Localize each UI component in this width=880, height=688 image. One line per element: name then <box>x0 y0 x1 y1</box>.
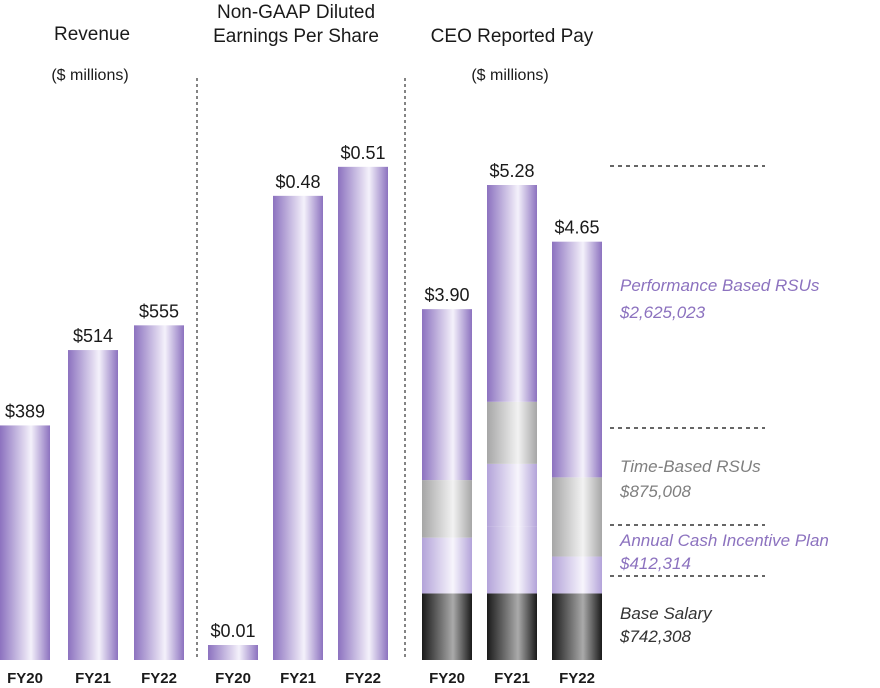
legend-base-salary-amount: $742,308 <box>619 627 691 646</box>
ceo-pay-segment-fy22-annual-cash-incentive-plan <box>552 556 602 594</box>
eps-x-label-1: FY21 <box>280 670 316 687</box>
legend-perf-rsu-amount: $2,625,023 <box>619 303 706 322</box>
revenue-bar-fy21 <box>68 350 118 660</box>
ceo-pay-segment-fy22-base-salary <box>552 593 602 660</box>
ceo-pay-segment-fy21-performance-based-rsus <box>487 185 537 402</box>
eps-bar-fy21 <box>273 195 323 660</box>
ceo-pay-segment-fy22-time-based-rsus <box>552 477 602 557</box>
ceo-pay-segment-fy21-gap-segment <box>487 463 537 527</box>
ceo-pay-x-label-0: FY20 <box>429 670 465 687</box>
eps-value-label-2: $0.51 <box>340 143 385 163</box>
revenue-value-label-2: $555 <box>139 301 179 321</box>
ceo-pay-segment-fy20-time-based-rsus <box>422 480 472 538</box>
revenue-subtitle: ($ millions) <box>51 67 128 84</box>
legend-cash-amount: $412,314 <box>619 554 691 573</box>
revenue-x-label-0: FY20 <box>7 670 43 687</box>
legend-time-rsu-name: Time-Based RSUs <box>620 457 761 476</box>
ceo-pay-value-label-0: $3.90 <box>424 285 469 305</box>
legend-time-rsu-amount: $875,008 <box>619 482 691 501</box>
eps-x-label-2: FY22 <box>345 670 381 687</box>
legend-cash-name: Annual Cash Incentive Plan <box>619 531 829 550</box>
revenue-bar-fy22 <box>134 325 184 660</box>
ceo-pay-x-label-1: FY21 <box>494 670 530 687</box>
bars-layer: $389 FY20 $514 FY21 $555 FY22 $0.01 FY20 $0.48 FY… <box>0 143 602 687</box>
ceo-pay-subtitle: ($ millions) <box>471 67 548 84</box>
revenue-value-label-0: $389 <box>5 401 45 421</box>
ceo-pay-segment-fy22-performance-based-rsus <box>552 241 602 478</box>
eps-title-line1: Non-GAAP Diluted <box>217 2 375 23</box>
ceo-pay-segment-fy21-annual-cash-incentive-plan <box>487 526 537 594</box>
legend-base-salary-name: Base Salary <box>620 604 713 623</box>
eps-bar-fy20 <box>208 645 258 660</box>
ceo-pay-x-label-2: FY22 <box>559 670 595 687</box>
eps-x-label-0: FY20 <box>215 670 251 687</box>
ceo-pay-segment-fy20-performance-based-rsus <box>422 309 472 481</box>
revenue-bar-fy20 <box>0 425 50 660</box>
ceo-pay-segment-fy20-base-salary <box>422 593 472 660</box>
eps-bar-fy22 <box>338 166 388 660</box>
ceo-pay-segment-fy20-annual-cash-incentive-plan <box>422 537 472 594</box>
revenue-value-label-1: $514 <box>73 326 113 346</box>
revenue-x-label-2: FY22 <box>141 670 177 687</box>
ceo-pay-value-label-1: $5.28 <box>489 161 534 181</box>
eps-value-label-1: $0.48 <box>275 172 320 192</box>
revenue-x-label-1: FY21 <box>75 670 111 687</box>
revenue-title: Revenue <box>54 24 130 45</box>
eps-value-label-0: $0.01 <box>210 621 255 641</box>
ceo-pay-segment-fy21-base-salary <box>487 593 537 660</box>
ceo-pay-segment-fy21-gray-segment <box>487 401 537 464</box>
legend-perf-rsu-name: Performance Based RSUs <box>620 276 820 295</box>
ceo-pay-title: CEO Reported Pay <box>431 26 594 47</box>
ceo-pay-value-label-2: $4.65 <box>554 218 599 238</box>
eps-title-line2: Earnings Per Share <box>213 26 379 47</box>
